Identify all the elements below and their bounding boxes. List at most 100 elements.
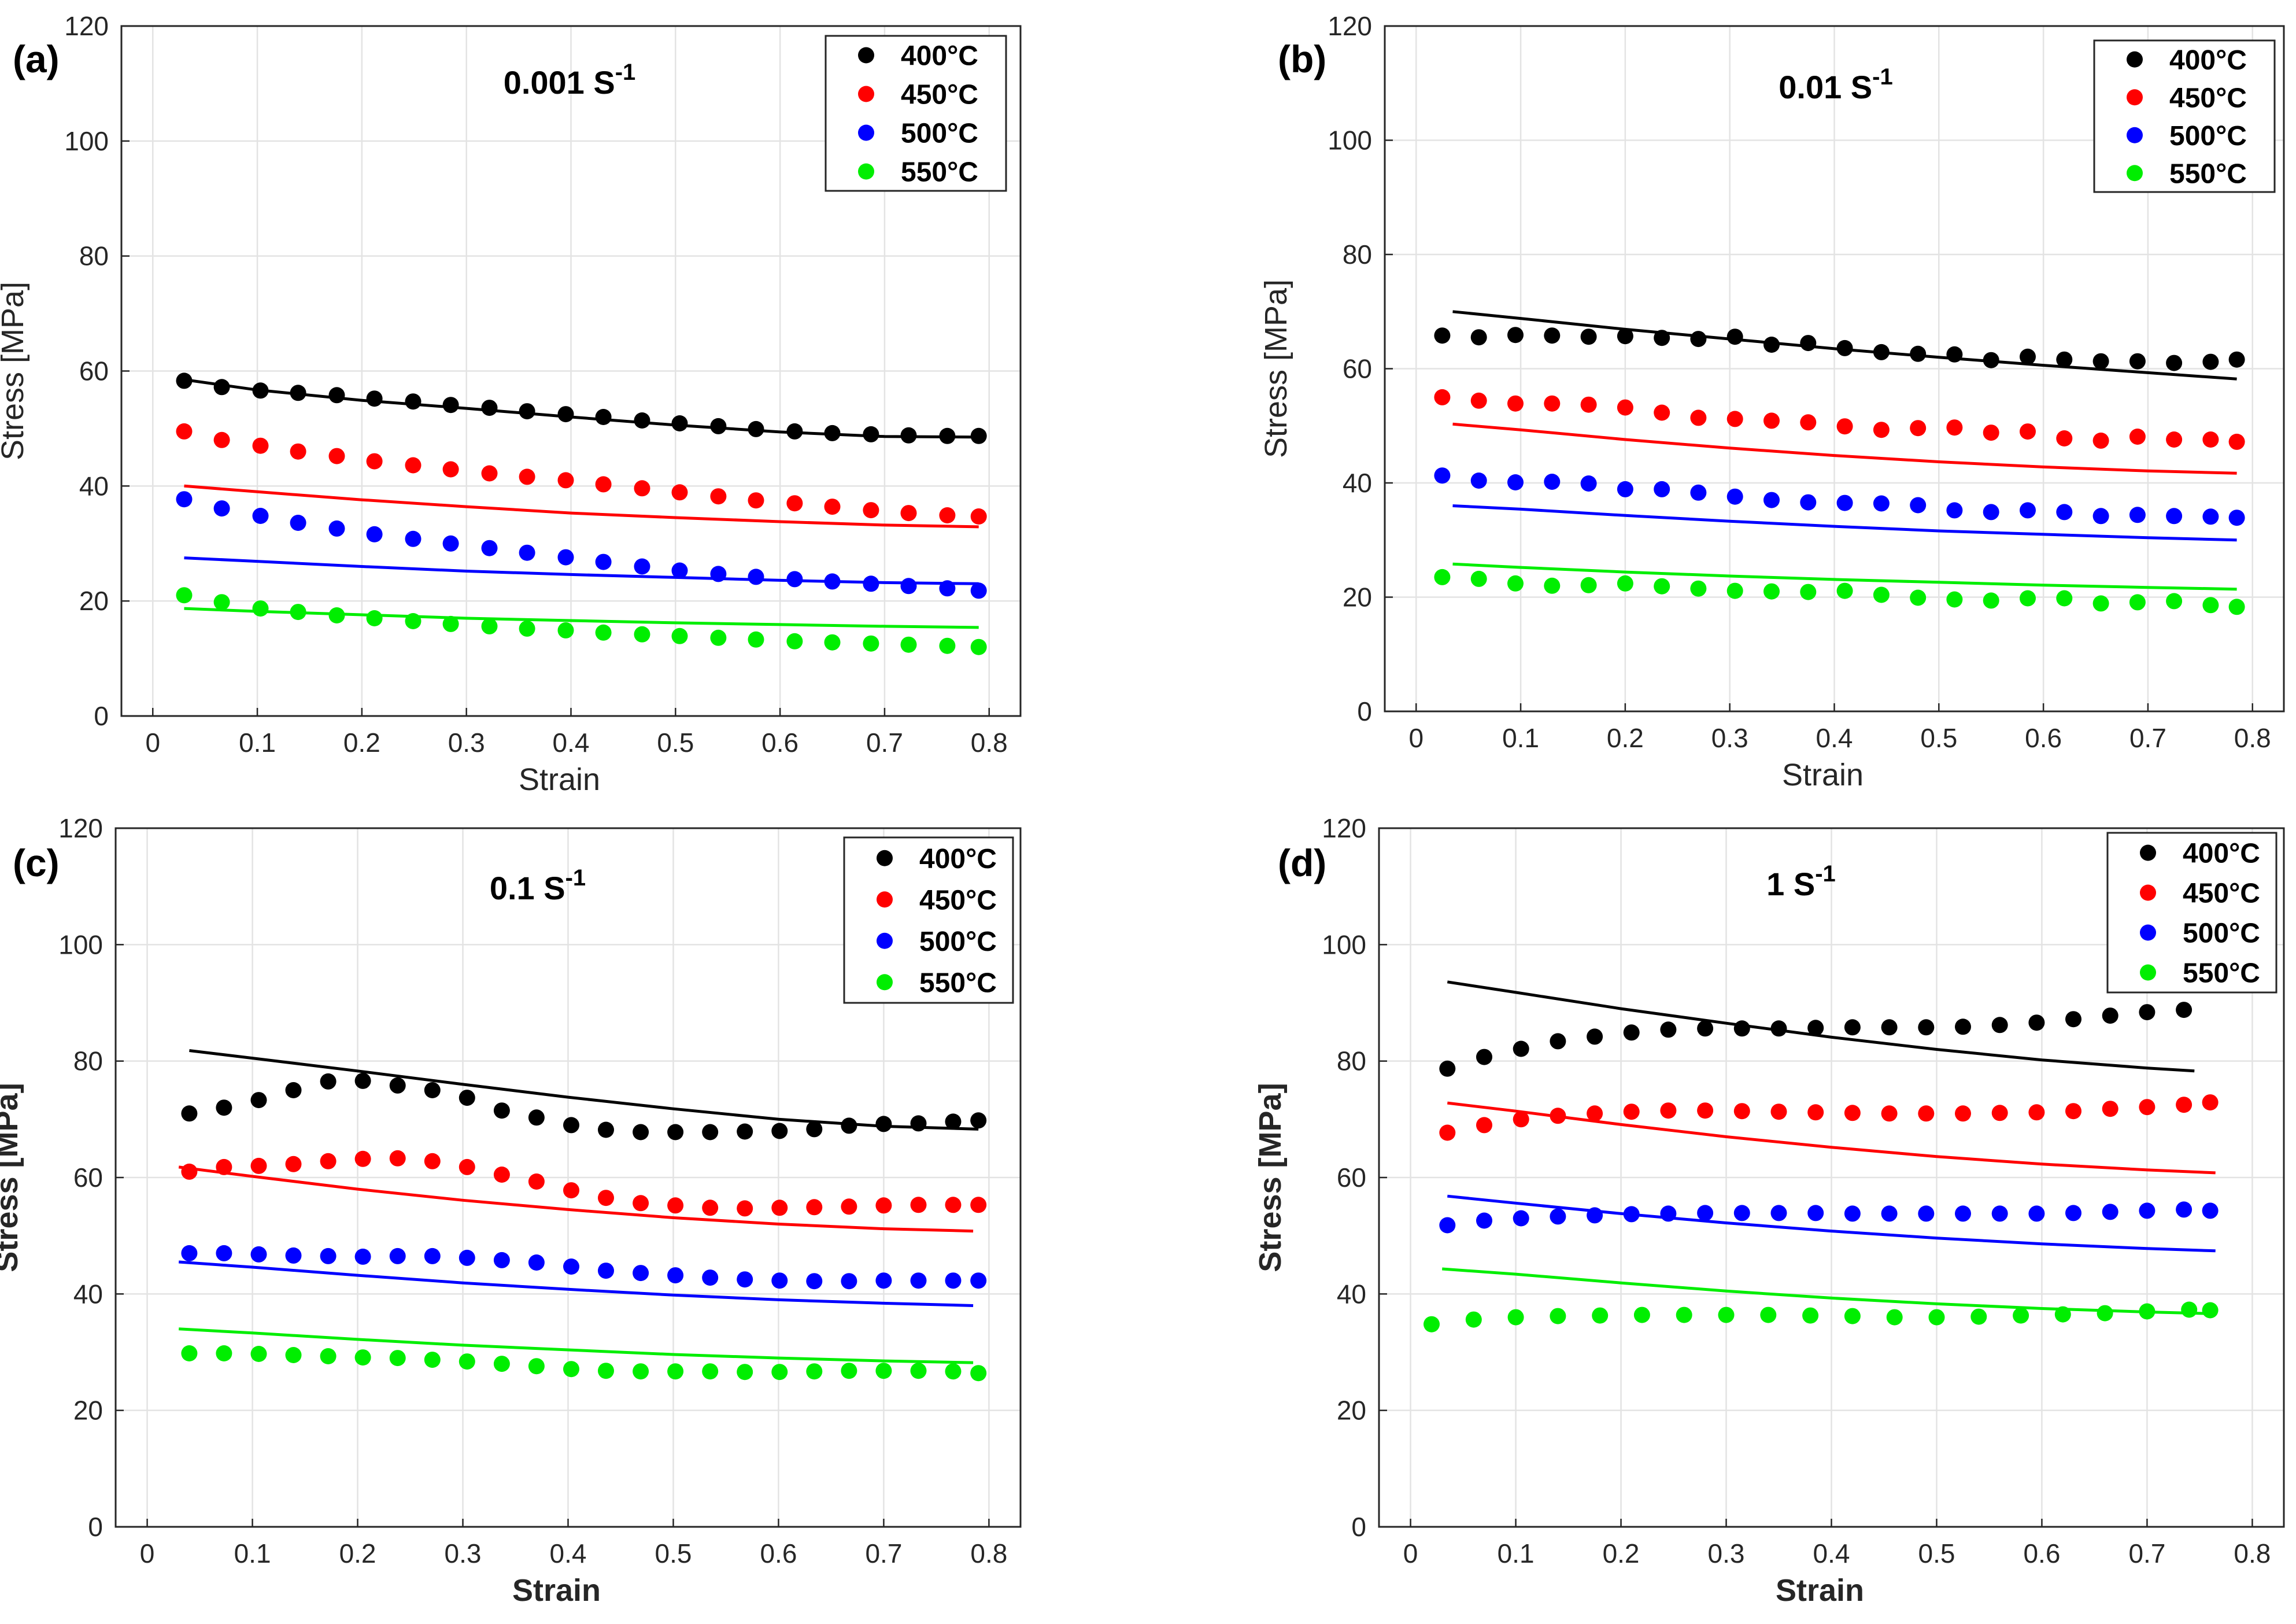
point-450 — [252, 437, 269, 454]
fit-line-500 — [1452, 504, 2237, 542]
point-450 — [2139, 1099, 2155, 1116]
axes-box — [1378, 827, 2285, 1528]
point-400 — [900, 427, 917, 444]
point-450 — [748, 492, 764, 509]
y-tick-label: 120 — [58, 813, 103, 843]
point-500 — [1910, 497, 1927, 514]
y-tick-label: 120 — [64, 11, 109, 41]
point-400 — [2102, 1007, 2118, 1024]
point-400 — [328, 387, 345, 404]
point-450 — [771, 1199, 788, 1216]
y-tick-label: 60 — [1337, 1162, 1366, 1193]
y-tick-label: 0 — [1351, 1512, 1366, 1542]
point-550 — [563, 1361, 579, 1378]
point-500 — [213, 500, 230, 517]
point-500 — [1844, 1205, 1861, 1222]
point-500 — [806, 1273, 823, 1290]
point-450 — [1733, 1103, 1750, 1120]
point-500 — [786, 571, 803, 588]
y-tick-label: 100 — [64, 126, 109, 156]
panel-title: 1 S-1 — [1766, 861, 1836, 902]
x-tick-label: 0.5 — [1920, 723, 1957, 753]
point-450 — [1844, 1105, 1861, 1121]
point-500 — [424, 1247, 441, 1264]
point-550 — [945, 1363, 962, 1380]
point-400 — [366, 390, 383, 407]
x-tick-label: 0.5 — [1918, 1538, 1955, 1568]
point-550 — [970, 1365, 987, 1382]
point-400 — [285, 1082, 302, 1098]
point-500 — [2202, 1202, 2219, 1219]
point-500 — [1770, 1205, 1787, 1221]
point-500 — [1434, 467, 1451, 484]
point-500 — [2176, 1201, 2193, 1218]
point-450 — [216, 1158, 232, 1175]
fit-line-550 — [1452, 562, 2237, 591]
point-450 — [1763, 412, 1780, 429]
x-tick-label: 0.1 — [239, 728, 276, 758]
panel-title-text: 1 S — [1766, 866, 1815, 902]
point-500 — [290, 515, 306, 531]
legend: 400°C 450°C 500°C 550°C — [2106, 832, 2277, 994]
legend-label-550: 550°C — [919, 968, 997, 998]
point-400 — [863, 426, 879, 442]
point-550 — [481, 618, 498, 634]
point-550 — [2092, 595, 2109, 612]
point-400 — [2092, 353, 2109, 370]
point-500 — [1983, 504, 1999, 521]
point-550 — [2202, 597, 2219, 614]
point-550 — [1434, 569, 1451, 585]
point-500 — [1918, 1205, 1935, 1222]
point-550 — [634, 626, 650, 643]
panel-title: 0.1 S-1 — [490, 865, 586, 906]
legend-label-500: 500°C — [2169, 121, 2247, 152]
point-550 — [786, 633, 803, 649]
point-500 — [1873, 495, 1890, 512]
x-axis-label: Strain — [512, 1573, 601, 1608]
x-tick-label: 0.6 — [761, 728, 798, 758]
y-tick-label: 100 — [58, 929, 103, 959]
point-400 — [1470, 329, 1487, 346]
legend-box — [2106, 832, 2277, 994]
y-tick-label: 20 — [73, 1396, 103, 1426]
point-450 — [320, 1153, 337, 1169]
point-550 — [595, 624, 612, 641]
point-550 — [1592, 1307, 1609, 1324]
y-tick-label: 60 — [73, 1162, 103, 1193]
point-450 — [2228, 433, 2245, 450]
point-400 — [405, 393, 422, 410]
point-550 — [557, 622, 574, 638]
point-500 — [176, 491, 193, 508]
point-550 — [2097, 1305, 2113, 1322]
point-500 — [1690, 484, 1707, 501]
point-450 — [459, 1158, 475, 1175]
point-500 — [250, 1246, 267, 1263]
point-450 — [667, 1197, 684, 1214]
point-400 — [595, 409, 612, 425]
point-500 — [1991, 1205, 2008, 1222]
point-400 — [519, 403, 535, 420]
point-500 — [2228, 510, 2245, 526]
point-550 — [459, 1353, 475, 1370]
point-500 — [1507, 474, 1524, 490]
point-450 — [1513, 1111, 1529, 1128]
point-500 — [1946, 502, 1963, 519]
point-500 — [1587, 1207, 1603, 1224]
point-550 — [519, 620, 535, 637]
point-550 — [1507, 575, 1524, 592]
point-400 — [2065, 1011, 2081, 1028]
point-500 — [1807, 1205, 1824, 1221]
point-400 — [841, 1117, 857, 1134]
point-550 — [1946, 591, 1963, 608]
legend-label-550: 550°C — [2183, 958, 2260, 989]
y-axis-label: Stress [MPa] — [1253, 1083, 1288, 1272]
y-tick-label: 40 — [1343, 468, 1372, 498]
point-450 — [1434, 389, 1451, 405]
point-450 — [328, 448, 345, 464]
point-400 — [1983, 352, 1999, 368]
panel-2: 0 0.1 0.2 0.3 0.4 0.5 0.6 0.7 0.8 0 20 40 60 80 100 120… — [0, 813, 1022, 1608]
point-550 — [424, 1352, 441, 1368]
x-tick-label: 0.8 — [2234, 723, 2271, 753]
point-500 — [2166, 508, 2183, 525]
point-450 — [1617, 399, 1633, 416]
